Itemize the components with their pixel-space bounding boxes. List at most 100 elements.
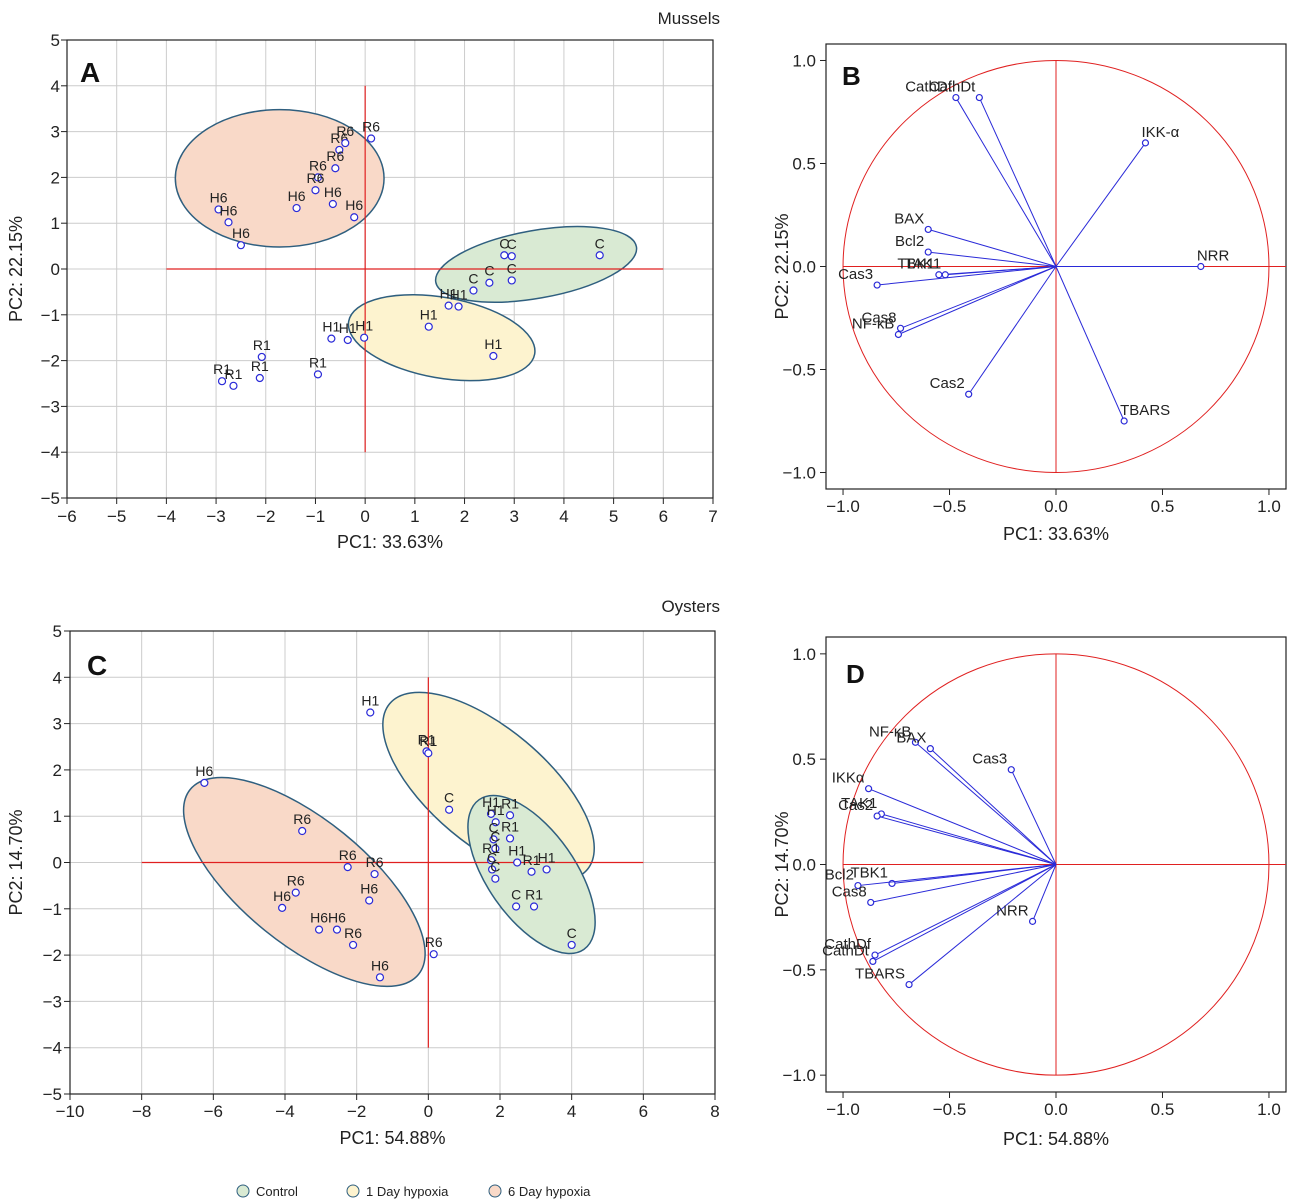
panel-a-point-label: H1 <box>440 286 458 302</box>
panel-b-loading-point <box>952 93 960 102</box>
legend-item-day6: 6 Day hypoxia <box>488 1184 591 1199</box>
panel-d-loading-vector <box>930 748 1057 865</box>
panel-a-point <box>424 322 433 331</box>
legend: Control 1 Day hypoxia 6 Day hypoxia <box>236 1184 591 1199</box>
panel-c-y-tick-label: 1 <box>53 807 62 826</box>
panel-c-point <box>278 903 287 912</box>
panel-c-point-label: H6 <box>195 763 213 779</box>
panel-a-point <box>292 203 301 213</box>
panel-b-loading-vector <box>928 228 1057 267</box>
panel-a-y-tick-label: 3 <box>51 123 60 142</box>
panel-b-loading-point <box>1120 417 1128 425</box>
panel-a-point <box>224 218 233 227</box>
panel-b-loading-label: Cas8 <box>862 309 897 326</box>
panel-a-y-tick-label: 5 <box>51 31 60 50</box>
panel-c-y-tick-label: 3 <box>53 715 62 734</box>
panel-c-point-label: R6 <box>339 847 357 863</box>
panel-b-loading-label: NF-κB <box>852 315 895 332</box>
panel-c-point-label: R1 <box>501 795 519 811</box>
panel-c-point <box>298 826 307 836</box>
panel-a-point-label: H6 <box>210 189 228 205</box>
panel-a-y-tick-label: −5 <box>41 489 60 508</box>
panel-c-point-label: R6 <box>366 854 384 870</box>
panel-a-point <box>328 199 337 209</box>
panel-b-loading-vector <box>978 97 1057 267</box>
panel-a-letter: A <box>80 57 100 88</box>
panel-d-loading-vector <box>868 788 1057 865</box>
panel-a-point <box>343 335 352 345</box>
panel-c-point-label: H1 <box>538 849 556 865</box>
panel-d-loading-label: TBARS <box>855 966 905 983</box>
legend-label-day6: 6 Day hypoxia <box>508 1184 591 1199</box>
panel-c-point <box>314 925 324 934</box>
panel-c-y-tick-label: −5 <box>43 1085 62 1104</box>
panel-a-point <box>469 286 478 295</box>
panel-d-loading-point <box>911 738 920 746</box>
panel-b-y-tick-label: −1.0 <box>782 464 816 483</box>
panel-a-point <box>500 251 509 260</box>
panel-c-point-label: H6 <box>371 957 389 973</box>
panel-a-point <box>236 241 246 250</box>
panel-a-point-label: H1 <box>420 307 438 323</box>
panel-a-point-label: R6 <box>362 118 380 134</box>
panel-b-x-tick-label: 0.5 <box>1151 497 1175 516</box>
panel-b-loading-vector <box>928 251 1057 267</box>
panel-c-point-label: C <box>567 925 577 941</box>
panel-a-y-tick-label: −2 <box>41 352 60 371</box>
panel-a-x-axis-label: PC1: 33.63% <box>337 532 443 552</box>
panel-c-point <box>491 874 500 883</box>
panel-c-y-tick-label: 2 <box>53 761 62 780</box>
panel-c-point <box>375 973 385 982</box>
panel-c-y-tick-label: 0 <box>53 854 62 873</box>
panel-a-point-label: C <box>595 235 605 251</box>
panel-a-y-tick-label: −1 <box>41 306 60 325</box>
panel-d-loading-point <box>905 980 913 989</box>
panel-c-x-tick-label: −10 <box>56 1102 85 1121</box>
panel-c-point-label: C <box>490 859 500 875</box>
section-title-mussels: Mussels <box>658 9 720 28</box>
panel-b-x-tick-label: 1.0 <box>1257 497 1281 516</box>
panel-a-point-label: H6 <box>220 202 238 218</box>
panel-b-loading-point <box>896 324 905 332</box>
panel-c-point <box>429 950 438 959</box>
panel-a-y-tick-label: 1 <box>51 214 60 233</box>
panel-a-point <box>454 302 463 311</box>
panel-c-point <box>542 865 551 874</box>
panel-c-point <box>505 811 515 820</box>
panel-c-point-label: R1 <box>501 818 519 834</box>
panel-d-y-tick-label: 0.0 <box>792 856 816 875</box>
panel-b-loading-point <box>894 330 903 339</box>
panel-a-point-label: C <box>468 271 478 287</box>
panel-a-point-label: R1 <box>213 361 231 377</box>
panel-a-point-label: H1 <box>355 318 373 334</box>
panel-a-point <box>507 276 516 285</box>
panel-b-y-tick-label: 0.0 <box>792 258 816 277</box>
panel-a-point-label: R6 <box>326 148 344 164</box>
legend-label-day1: 1 Day hypoxia <box>366 1184 449 1199</box>
panel-a-x-tick-label: −2 <box>256 507 275 526</box>
panel-c-point-label: H1 <box>508 843 526 859</box>
panel-a-x-tick-label: 3 <box>509 507 518 526</box>
panel-c-point-label: R1 <box>419 733 437 749</box>
panel-a-point-label: R6 <box>336 123 354 139</box>
panel-a-point <box>341 138 350 148</box>
panel-b-loading-point <box>941 271 949 279</box>
panel-b-loading-point <box>1197 262 1205 271</box>
panel-c-point-label: H1 <box>482 794 500 810</box>
panel-a-point <box>257 352 266 362</box>
panel-a-point <box>350 213 359 222</box>
panel-a-y-tick-label: 4 <box>51 77 60 96</box>
panel-a-point-label: H6 <box>232 225 250 241</box>
panel-d-plot-area: −1.0 −0.5 0.0 0.5 1.0 −1.0 −0.5 0.0 0.5 1.0 PC1: 5… <box>772 636 1287 1149</box>
panel-d-loading-label: NRR <box>996 902 1029 919</box>
panel-b-letter: B <box>842 61 861 91</box>
panel-c-y-tick-label: −2 <box>43 946 62 965</box>
panel-a-plot-area: −6 −5 −4 −3 −2 −1 0 1 2 3 4 5 6 7−5−4−3−2−1012345PC1:… <box>6 31 718 552</box>
panel-b-x-axis-label: PC1: 33.63% <box>1003 524 1109 544</box>
panel-a-x-tick-label: −4 <box>157 507 176 526</box>
panel-d-loading-vector <box>1010 769 1057 865</box>
panel-c-point <box>491 818 500 827</box>
panel-c-point-label: H6 <box>328 910 346 926</box>
panel-c-y-tick-label: −4 <box>43 1039 62 1058</box>
